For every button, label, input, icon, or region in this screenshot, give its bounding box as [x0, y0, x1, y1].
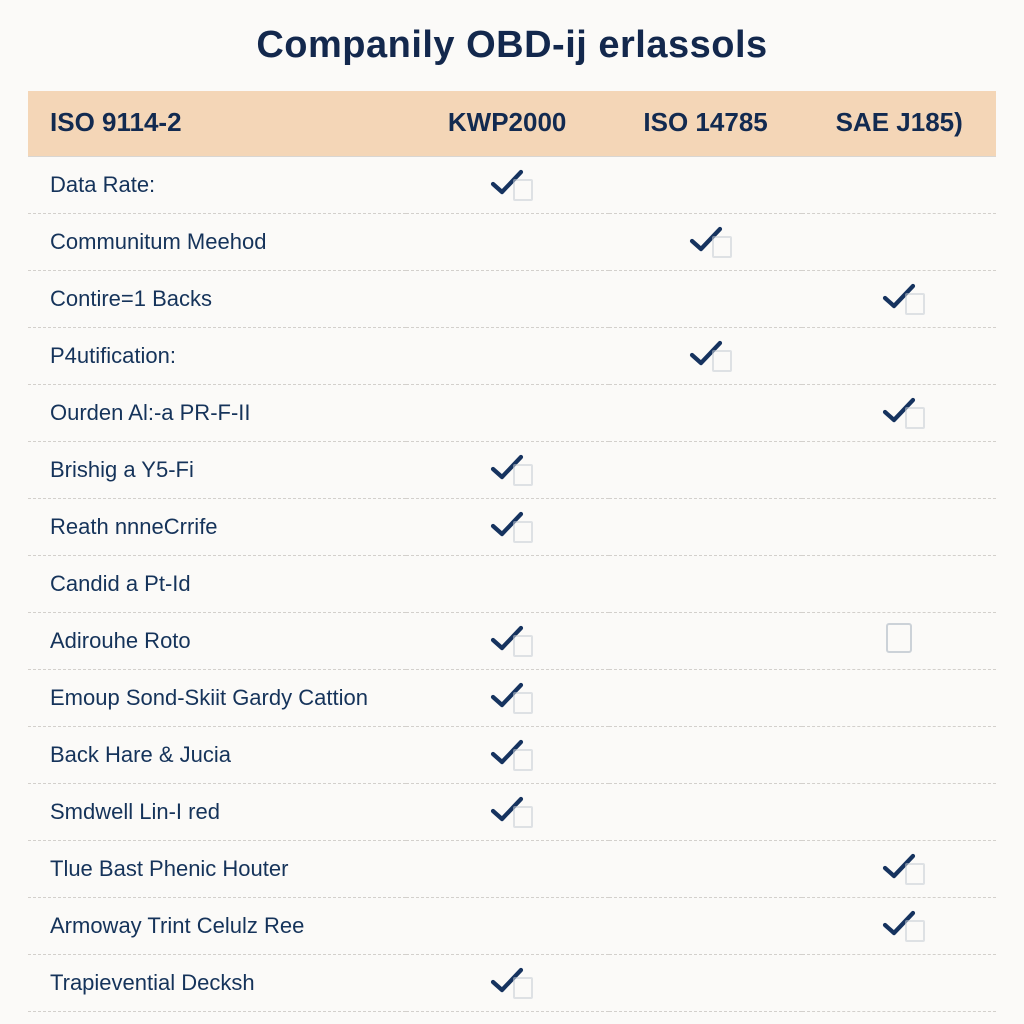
comparison-page: Companily OBD-ij erlassols ISO 9114-2 KW…: [0, 0, 1024, 1012]
cell-mark: [406, 727, 609, 784]
cell-mark: [802, 271, 996, 328]
cell-mark: [406, 556, 609, 613]
cell-mark: [609, 271, 803, 328]
table-row: P4utification:: [28, 328, 996, 385]
cell-mark: [802, 727, 996, 784]
table-row: Contire=1 Backs: [28, 271, 996, 328]
col-header-3: SAE J185): [802, 91, 996, 157]
row-label: Data Rate:: [28, 157, 406, 214]
cell-mark: [609, 955, 803, 1012]
table-row: Emoup Sond-Skiit Gardy Cattion: [28, 670, 996, 727]
col-header-0: ISO 9114-2: [28, 91, 406, 157]
check-icon: [881, 851, 917, 881]
row-label: Tlue Bast Phenic Houter: [28, 841, 406, 898]
cell-mark: [609, 328, 803, 385]
row-label: Smdwell Lin-I red: [28, 784, 406, 841]
table-header-row: ISO 9114-2 KWP2000 ISO 14785 SAE J185): [28, 91, 996, 157]
cell-mark: [406, 214, 609, 271]
row-label: Adirouhe Roto: [28, 613, 406, 670]
cell-mark: [609, 214, 803, 271]
cell-mark: [609, 556, 803, 613]
cell-mark: [609, 157, 803, 214]
cell-mark: [406, 841, 609, 898]
check-icon: [881, 908, 917, 938]
row-label: Emoup Sond-Skiit Gardy Cattion: [28, 670, 406, 727]
check-icon: [688, 224, 724, 254]
cell-mark: [802, 499, 996, 556]
col-header-1: KWP2000: [406, 91, 609, 157]
page-title: Companily OBD-ij erlassols: [28, 24, 996, 67]
comparison-table: ISO 9114-2 KWP2000 ISO 14785 SAE J185) D…: [28, 91, 996, 1012]
check-icon: [489, 965, 525, 995]
cell-mark: [609, 442, 803, 499]
table-row: Smdwell Lin-I red: [28, 784, 996, 841]
check-icon: [489, 737, 525, 767]
table-row: Adirouhe Roto: [28, 613, 996, 670]
cell-mark: [802, 955, 996, 1012]
check-icon: [489, 452, 525, 482]
cell-mark: [609, 499, 803, 556]
cell-mark: [609, 385, 803, 442]
table-row: Tlue Bast Phenic Houter: [28, 841, 996, 898]
cell-mark: [406, 613, 609, 670]
check-icon: [688, 338, 724, 368]
row-label: P4utification:: [28, 328, 406, 385]
cell-mark: [406, 499, 609, 556]
cell-mark: [802, 898, 996, 955]
cell-mark: [802, 670, 996, 727]
row-label: Trapievential Decksh: [28, 955, 406, 1012]
cell-mark: [406, 271, 609, 328]
row-label: Brishig a Y5-Fi: [28, 442, 406, 499]
table-row: Trapievential Decksh: [28, 955, 996, 1012]
table-row: Ourden Al:-a PR-F-II: [28, 385, 996, 442]
row-label: Communitum Meehod: [28, 214, 406, 271]
row-label: Armoway Trint Celulz Ree: [28, 898, 406, 955]
cell-mark: [802, 442, 996, 499]
cell-mark: [802, 385, 996, 442]
cell-mark: [406, 157, 609, 214]
check-icon: [881, 395, 917, 425]
cell-mark: [406, 328, 609, 385]
empty-box-icon: [886, 623, 912, 653]
cell-mark: [802, 784, 996, 841]
check-icon: [489, 509, 525, 539]
cell-mark: [802, 328, 996, 385]
table-row: Back Hare & Jucia: [28, 727, 996, 784]
check-icon: [489, 680, 525, 710]
table-row: Data Rate:: [28, 157, 996, 214]
cell-mark: [802, 157, 996, 214]
table-row: Communitum Meehod: [28, 214, 996, 271]
cell-mark: [609, 727, 803, 784]
cell-mark: [609, 670, 803, 727]
cell-mark: [406, 442, 609, 499]
table-row: Brishig a Y5-Fi: [28, 442, 996, 499]
row-label: Reath nnneCrrife: [28, 499, 406, 556]
col-header-2: ISO 14785: [609, 91, 803, 157]
cell-mark: [802, 556, 996, 613]
cell-mark: [406, 955, 609, 1012]
check-icon: [489, 794, 525, 824]
row-label: Contire=1 Backs: [28, 271, 406, 328]
table-row: Candid a Pt-Id: [28, 556, 996, 613]
table-row: Reath nnneCrrife: [28, 499, 996, 556]
cell-mark: [802, 841, 996, 898]
check-icon: [489, 623, 525, 653]
cell-mark: [406, 385, 609, 442]
cell-mark: [406, 784, 609, 841]
row-label: Ourden Al:-a PR-F-II: [28, 385, 406, 442]
cell-mark: [609, 841, 803, 898]
cell-mark: [406, 898, 609, 955]
cell-mark: [609, 898, 803, 955]
cell-mark: [802, 613, 996, 670]
cell-mark: [802, 214, 996, 271]
cell-mark: [609, 784, 803, 841]
cell-mark: [609, 613, 803, 670]
cell-mark: [406, 670, 609, 727]
check-icon: [489, 167, 525, 197]
row-label: Candid a Pt-Id: [28, 556, 406, 613]
table-row: Armoway Trint Celulz Ree: [28, 898, 996, 955]
row-label: Back Hare & Jucia: [28, 727, 406, 784]
check-icon: [881, 281, 917, 311]
